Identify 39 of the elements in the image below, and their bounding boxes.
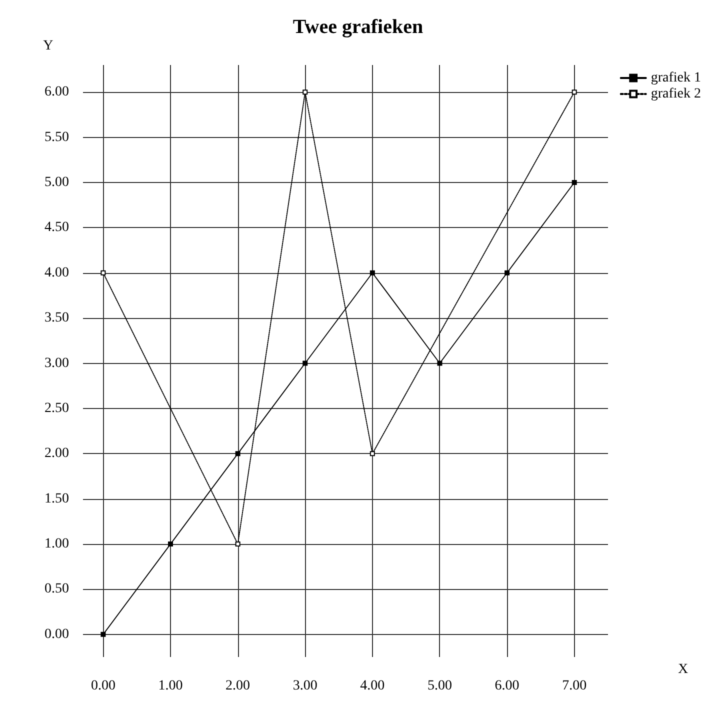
point bbox=[100, 632, 106, 637]
chart-title: Twee grafieken bbox=[292, 16, 424, 38]
point bbox=[572, 90, 577, 95]
y-tick-label: 3.50 bbox=[44, 310, 69, 326]
x-tick-label: 3.00 bbox=[292, 678, 318, 694]
x-tick-label: 5.00 bbox=[427, 678, 452, 694]
legend-label: grafiek 1 bbox=[650, 70, 702, 86]
point bbox=[572, 180, 577, 185]
point bbox=[302, 90, 308, 95]
x-axis-title: X bbox=[678, 662, 688, 677]
point bbox=[100, 270, 106, 276]
point bbox=[370, 451, 375, 456]
point bbox=[235, 542, 240, 547]
x-tick-label: 4.00 bbox=[360, 678, 385, 694]
y-tick-label: 6.00 bbox=[44, 84, 69, 100]
point bbox=[168, 542, 173, 547]
x-tick-label: 6.00 bbox=[494, 678, 520, 694]
y-tick-label: 1.50 bbox=[44, 491, 69, 506]
point bbox=[437, 360, 442, 366]
x-tick-label: 7.00 bbox=[562, 678, 587, 694]
point bbox=[504, 270, 510, 276]
y-tick-label: 1.00 bbox=[44, 536, 69, 552]
y-axis-title: Y bbox=[43, 38, 54, 54]
y-tick-label: 5.00 bbox=[44, 174, 69, 190]
x-tick-label: 0.00 bbox=[90, 678, 116, 694]
y-tick-label: 5.50 bbox=[44, 130, 69, 145]
legend-label: grafiek 2 bbox=[650, 86, 702, 102]
y-tick-label: 2.50 bbox=[44, 400, 69, 416]
y-tick-label: 4.00 bbox=[44, 265, 69, 280]
point bbox=[302, 360, 308, 366]
y-tick-label: 4.50 bbox=[44, 220, 69, 236]
x-tick-label: 1.00 bbox=[158, 678, 183, 694]
y-tick-label: 2.00 bbox=[44, 446, 69, 462]
point bbox=[235, 451, 240, 456]
y-tick-label: 3.00 bbox=[44, 356, 69, 371]
y-tick-label: 0.00 bbox=[44, 626, 69, 642]
x-tick-label: 2.00 bbox=[226, 678, 250, 694]
point bbox=[370, 270, 375, 276]
y-tick-label: 0.50 bbox=[44, 582, 69, 597]
